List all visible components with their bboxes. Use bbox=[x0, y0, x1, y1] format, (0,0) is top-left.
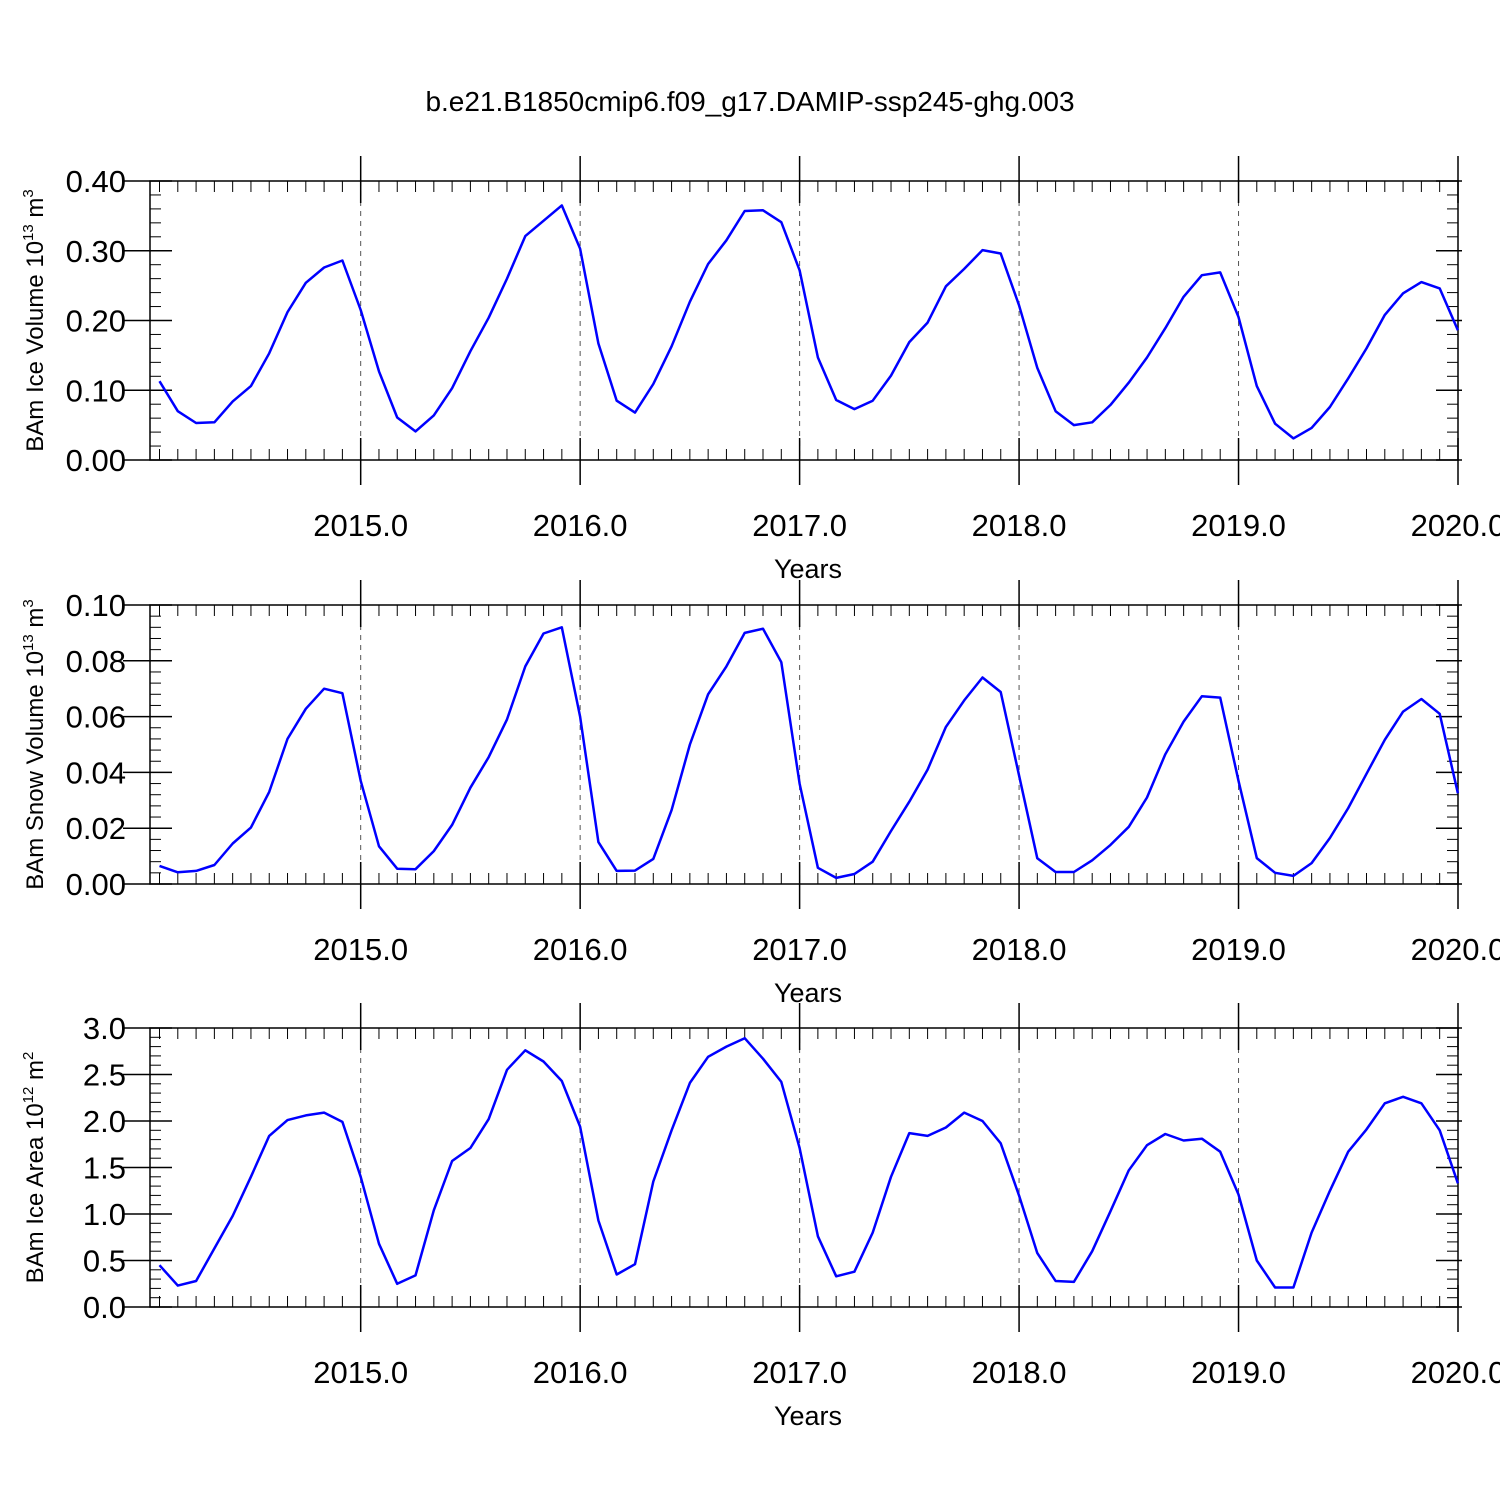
x-tick-label: 2016.0 bbox=[533, 1355, 628, 1390]
x-tick-label: 2018.0 bbox=[972, 508, 1067, 543]
series-line-1 bbox=[159, 626, 1460, 880]
x-axis-title: Years bbox=[774, 1401, 842, 1431]
chart-panel-2: 2015.0 2016.0 2017.0 2018.0 2019.0 2020.0 Year… bbox=[20, 580, 1500, 1008]
x-tick-label: 2019.0 bbox=[1191, 508, 1286, 543]
series-line-1 bbox=[158, 204, 1460, 440]
x-tick-label: 2020.0 bbox=[1411, 1355, 1500, 1390]
y-tick-label: 0.02 bbox=[66, 811, 126, 846]
plot-frame bbox=[149, 604, 1459, 885]
figure-title: b.e21.B1850cmip6.f09_g17.DAMIP-ssp245-gh… bbox=[425, 86, 1075, 117]
x-tick-label: 2018.0 bbox=[972, 1355, 1067, 1390]
y-axis-title: BAm Snow Volume 1013 m3 bbox=[20, 599, 49, 890]
chart-panel-1: 2015.0 2016.0 2017.0 2018.0 2019.0 2020.0 Year… bbox=[20, 156, 1500, 584]
x-tick-label: 2018.0 bbox=[972, 932, 1067, 967]
x-tick-label: 2017.0 bbox=[752, 1355, 847, 1390]
series-line-1 bbox=[158, 1036, 1460, 1289]
x-tick-label: 2017.0 bbox=[752, 508, 847, 543]
y-axis-title: BAm Ice Volume 1013 m3 bbox=[20, 189, 49, 451]
plot-frame bbox=[149, 180, 1459, 461]
x-tick-label: 2016.0 bbox=[533, 508, 628, 543]
y-tick-label: 1.0 bbox=[83, 1197, 126, 1232]
y-tick-label: 2.5 bbox=[83, 1058, 126, 1093]
x-tick-label: 2015.0 bbox=[313, 932, 408, 967]
y-tick-label: 0.04 bbox=[66, 755, 126, 790]
y-tick-label: 0.00 bbox=[66, 443, 126, 478]
x-tick-label: 2016.0 bbox=[533, 932, 628, 967]
y-tick-label: 0.0 bbox=[83, 1290, 126, 1325]
y-axis-title: BAm Ice Area 1012 m2 bbox=[20, 1052, 49, 1284]
y-tick-label: 1.5 bbox=[83, 1151, 126, 1186]
x-axis-title: Years bbox=[774, 978, 842, 1008]
y-tick-label: 0.20 bbox=[66, 304, 126, 339]
y-tick-label: 0.5 bbox=[83, 1244, 126, 1279]
x-tick-label: 2020.0 bbox=[1411, 508, 1500, 543]
x-tick-label: 2020.0 bbox=[1411, 932, 1500, 967]
y-tick-label: 0.10 bbox=[66, 373, 126, 408]
x-axis-title: Years bbox=[774, 554, 842, 584]
x-tick-label: 2015.0 bbox=[313, 1355, 408, 1390]
y-tick-label: 2.0 bbox=[83, 1104, 126, 1139]
x-tick-label: 2019.0 bbox=[1191, 932, 1286, 967]
y-tick-label: 0.40 bbox=[66, 164, 126, 199]
y-tick-label: 0.06 bbox=[66, 700, 126, 735]
x-tick-label: 2015.0 bbox=[313, 508, 408, 543]
chart-panel-3: 2015.0 2016.0 2017.0 2018.0 2019.0 2020.0 Year… bbox=[20, 1003, 1500, 1431]
x-tick-label: 2019.0 bbox=[1191, 1355, 1286, 1390]
y-tick-label: 0.00 bbox=[66, 867, 126, 902]
y-tick-label: 3.0 bbox=[83, 1011, 126, 1046]
y-tick-label: 0.08 bbox=[66, 644, 126, 679]
y-tick-label: 0.10 bbox=[66, 588, 126, 623]
y-tick-label: 0.30 bbox=[66, 234, 126, 269]
x-tick-label: 2017.0 bbox=[752, 932, 847, 967]
